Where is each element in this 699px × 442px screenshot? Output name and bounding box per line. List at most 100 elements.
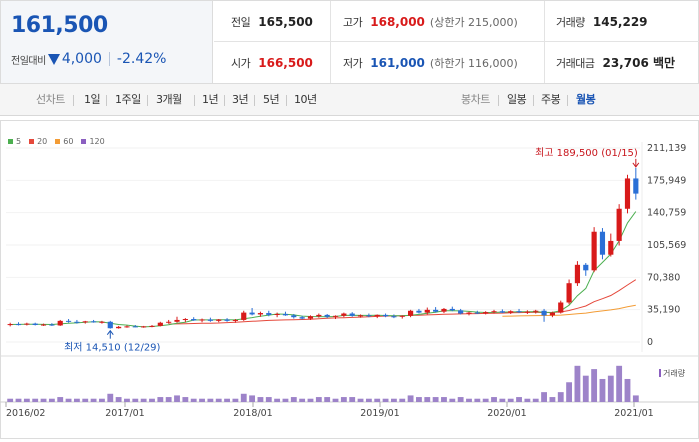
divider <box>224 95 225 106</box>
period-daily[interactable]: 일봉 <box>507 93 527 106</box>
candle-body <box>199 319 205 321</box>
candle-body <box>7 324 13 326</box>
candle-body <box>591 231 597 271</box>
period-3m[interactable]: 3개월 <box>156 93 182 106</box>
period-5y[interactable]: 5년 <box>263 93 280 106</box>
divider <box>106 95 107 106</box>
candle-body <box>232 319 238 321</box>
candle-body <box>416 310 422 313</box>
period-1d[interactable]: 1일 <box>84 93 101 106</box>
stat-label: 전일 <box>231 15 251 29</box>
volume-bar <box>524 398 531 402</box>
volume-bar <box>424 397 431 402</box>
volume-bar <box>249 395 256 402</box>
candle-body <box>408 310 414 316</box>
y-tick-label: 175,949 <box>647 175 686 186</box>
divider <box>498 95 499 106</box>
volume-bar <box>332 398 339 402</box>
volume-bar <box>165 397 172 402</box>
volume-bar <box>299 398 306 402</box>
x-tick-label: 2020/01 <box>487 408 526 419</box>
volume-bar <box>65 398 72 402</box>
legend-swatch <box>29 139 35 144</box>
volume-bar <box>557 392 564 402</box>
volume-bar <box>491 397 497 402</box>
volume-bar <box>23 398 30 402</box>
divider <box>147 95 148 106</box>
candle-body <box>57 320 63 326</box>
period-monthly[interactable]: 월봉 <box>576 93 596 106</box>
candle-body <box>516 311 522 313</box>
candle-body <box>441 308 447 312</box>
candle-body <box>224 319 230 321</box>
candle-body <box>366 315 372 317</box>
stat-label: 시가 <box>231 56 251 70</box>
candle-body <box>391 316 397 318</box>
volume-bar <box>215 398 222 402</box>
candle-body <box>458 310 464 314</box>
volume-bar <box>290 397 297 402</box>
candle-body <box>566 283 572 303</box>
volume-bar <box>82 398 89 402</box>
candle-body <box>266 313 272 315</box>
volume-label: 거래량 <box>663 368 686 378</box>
volume-bar <box>232 398 239 402</box>
volume-bar <box>157 397 164 402</box>
period-3y[interactable]: 3년 <box>232 93 249 106</box>
volume-bar <box>432 397 439 402</box>
divider <box>108 52 110 66</box>
change-percent: -2.42% <box>116 51 167 67</box>
volume-bar <box>541 392 547 402</box>
candle-body <box>24 323 30 325</box>
legend-label: 5 <box>16 137 22 146</box>
volume-bar <box>482 398 489 402</box>
x-tick-label: 2017/01 <box>105 408 144 419</box>
stat-value: 165,500 <box>258 14 313 29</box>
candle-body <box>624 178 631 209</box>
candle-body <box>574 264 581 284</box>
candle-body <box>282 313 289 316</box>
candle-body <box>291 315 297 318</box>
volume-bar <box>416 397 422 402</box>
period-1y[interactable]: 1년 <box>202 93 219 106</box>
volume-bar <box>324 397 331 402</box>
candle-body <box>40 324 47 326</box>
volume-bar <box>365 398 372 402</box>
candle-body <box>633 178 639 194</box>
change-label: 전일대비 <box>11 55 46 67</box>
volume-bar <box>382 398 389 402</box>
volume-bar <box>399 398 406 402</box>
volume-bar <box>474 398 481 402</box>
volume-bar <box>99 398 105 402</box>
volume-bar <box>199 398 205 402</box>
stat-value: 166,500 <box>258 55 313 70</box>
stat-grid: 전일 165,500 고가 168,000 (상한가 215,000) 거래량 … <box>214 1 699 83</box>
max-arrowhead-icon <box>632 162 640 168</box>
divider <box>254 95 255 106</box>
change-row: 전일대비 4,000 -2.42% <box>11 51 166 67</box>
y-tick-label: 140,759 <box>647 208 686 219</box>
period-weekly[interactable]: 주봉 <box>541 93 561 106</box>
period-1w[interactable]: 1주일 <box>115 93 141 106</box>
candle-body <box>424 309 430 313</box>
stat-value: 23,706 백만 <box>602 56 676 70</box>
volume-bar <box>190 398 197 402</box>
legend-ma120: 120 <box>81 137 105 146</box>
change-value: 4,000 <box>61 51 102 67</box>
candle-body <box>349 313 355 316</box>
candlestick-chart: 211,139 175,949 140,759 105,569 70,380 35,190… <box>0 120 699 439</box>
volume-bar <box>566 382 573 402</box>
x-tick-label: 2018/01 <box>233 408 272 419</box>
volume-bar <box>607 375 614 402</box>
stat-value: 168,000 <box>370 14 425 29</box>
volume-bar <box>624 378 631 402</box>
divider <box>286 95 287 106</box>
candle-body <box>32 323 38 326</box>
divider <box>194 95 195 106</box>
volume-bar <box>224 398 230 402</box>
volume-bar <box>73 398 80 402</box>
candle-body <box>166 321 172 323</box>
period-10y[interactable]: 10년 <box>294 93 317 106</box>
stat-row: 전일 165,500 고가 168,000 (상한가 215,000) 거래량 … <box>214 1 699 42</box>
candle-body <box>141 326 147 328</box>
